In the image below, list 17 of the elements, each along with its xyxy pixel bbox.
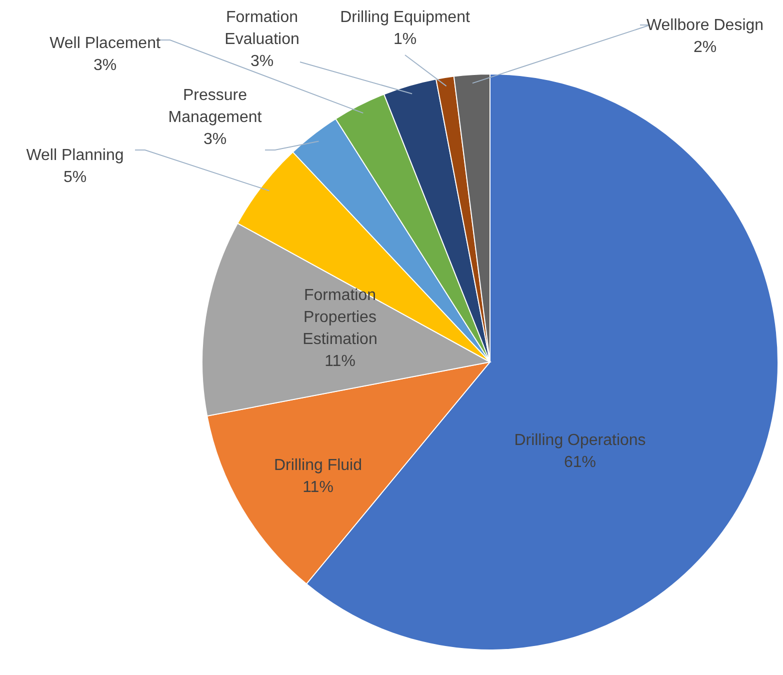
data-label: 3% xyxy=(93,57,117,74)
slice-label: Drilling Equipment xyxy=(340,9,470,26)
slice-label: Wellbore Design xyxy=(646,17,764,34)
data-label: 11% xyxy=(324,353,356,370)
data-label: 2% xyxy=(693,39,717,56)
data-label: 5% xyxy=(63,169,87,186)
data-label: 11% xyxy=(302,479,334,496)
slice-label: Pressure Management xyxy=(168,87,262,126)
data-label: 61% xyxy=(564,454,596,471)
slice-label: Drilling Fluid xyxy=(274,457,362,474)
data-label: 3% xyxy=(250,53,274,70)
data-label: 3% xyxy=(203,131,227,148)
data-label: 1% xyxy=(393,31,417,48)
slice-label: Drilling Operations xyxy=(514,432,646,449)
slice-label: Formation Evaluation xyxy=(224,9,300,48)
slice-label: Well Placement xyxy=(50,35,161,52)
slice-label: Well Planning xyxy=(26,147,124,164)
